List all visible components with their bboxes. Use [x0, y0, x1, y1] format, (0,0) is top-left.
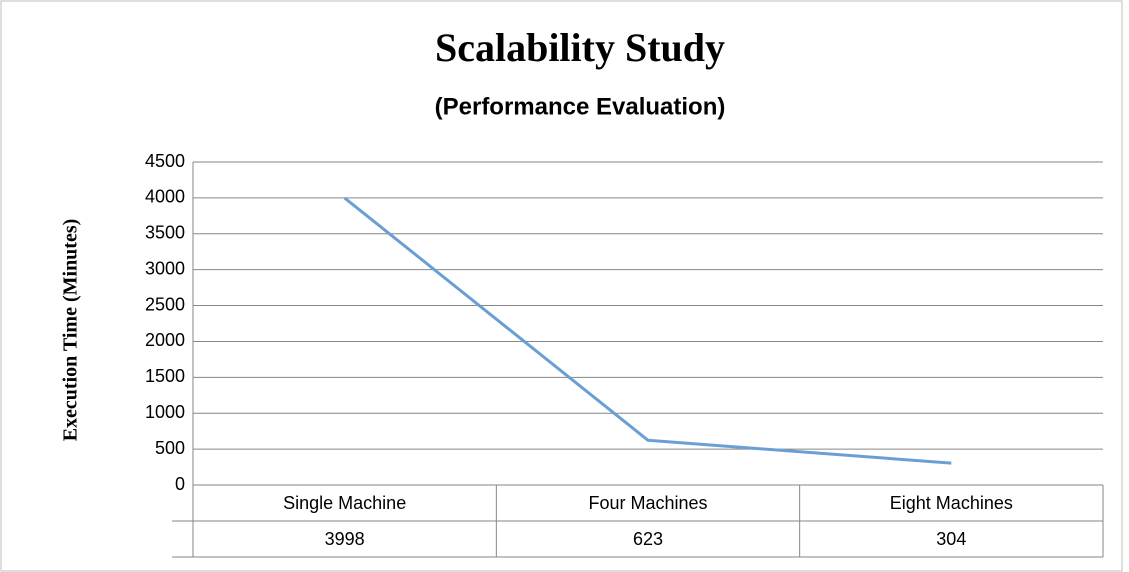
y-tick-label: 3500	[145, 223, 185, 243]
chart-title: Scalability Study	[435, 25, 725, 70]
y-tick-label: 1000	[145, 402, 185, 422]
y-tick-label: 4500	[145, 151, 185, 171]
y-tick-label: 2500	[145, 294, 185, 314]
y-tick-label: 500	[155, 438, 185, 458]
x-tick-label: Eight Machines	[890, 493, 1013, 513]
y-tick-label: 1500	[145, 366, 185, 386]
y-tick-label: 4000	[145, 187, 185, 207]
table-value: 304	[936, 529, 966, 549]
x-tick-label: Four Machines	[588, 493, 707, 513]
x-tick-label: Single Machine	[283, 493, 406, 513]
y-tick-label: 2000	[145, 330, 185, 350]
table-value: 623	[633, 529, 663, 549]
y-axis-label: Execution Time (Minutes)	[60, 219, 82, 442]
chart-subtitle: (Performance Evaluation)	[435, 93, 726, 120]
y-tick-label: 0	[175, 474, 185, 494]
table-value: 3998	[325, 529, 365, 549]
y-tick-label: 3000	[145, 258, 185, 278]
line	[343, 196, 952, 465]
